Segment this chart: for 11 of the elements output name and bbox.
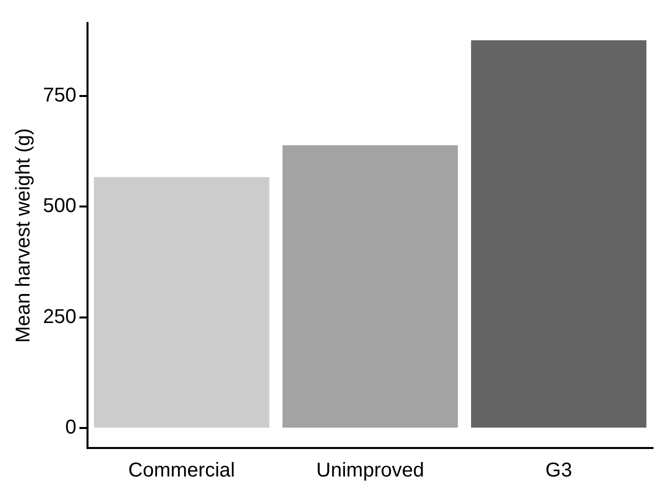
bar [282, 145, 458, 428]
x-tick-label: Unimproved [316, 460, 424, 482]
y-tick-label: 250 [42, 306, 76, 328]
x-tick-label: G3 [545, 460, 572, 482]
y-tick-label: 750 [42, 84, 76, 107]
bar [471, 40, 646, 428]
bar [94, 177, 270, 428]
y-axis-title: Mean harvest weight (g) [12, 128, 35, 343]
y-tick-label: 500 [42, 195, 76, 218]
x-tick-label: Commercial [128, 460, 235, 482]
y-tick-label: 0 [65, 416, 76, 439]
